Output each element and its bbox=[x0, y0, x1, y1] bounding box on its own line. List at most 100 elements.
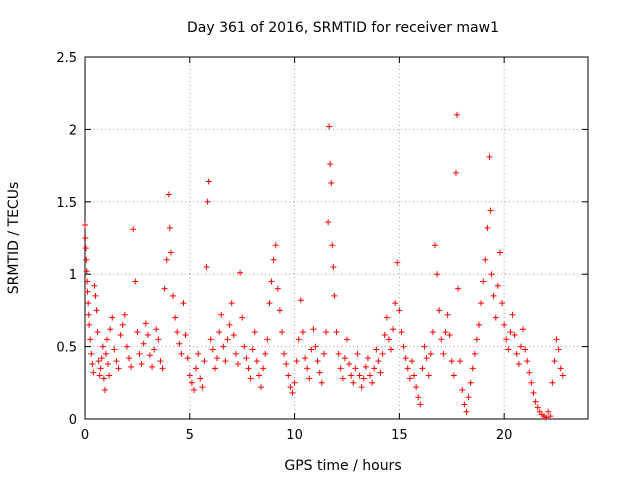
data-point bbox=[394, 259, 401, 266]
data-point bbox=[377, 369, 384, 376]
data-point bbox=[314, 358, 321, 365]
data-point bbox=[421, 343, 428, 350]
data-point bbox=[91, 282, 98, 289]
data-point bbox=[507, 329, 514, 336]
data-point bbox=[180, 300, 187, 307]
data-point bbox=[517, 343, 524, 350]
data-point bbox=[243, 355, 250, 362]
x-tick-label: 15 bbox=[391, 428, 408, 443]
y-axis-title: SRMTID / TECUs bbox=[6, 182, 22, 295]
data-point bbox=[272, 242, 279, 249]
data-point bbox=[253, 358, 260, 365]
data-point bbox=[161, 285, 168, 292]
data-point bbox=[526, 369, 533, 376]
data-point bbox=[84, 288, 91, 295]
data-point bbox=[329, 242, 336, 249]
data-point bbox=[379, 350, 386, 357]
data-point bbox=[488, 271, 495, 278]
data-point bbox=[471, 350, 478, 357]
y-tick-label: 1 bbox=[69, 268, 77, 283]
data-point bbox=[429, 329, 436, 336]
y-tick-label: 2.5 bbox=[56, 51, 77, 66]
data-point bbox=[323, 329, 330, 336]
data-point bbox=[121, 311, 128, 318]
data-point bbox=[331, 292, 338, 299]
data-point bbox=[82, 221, 88, 228]
data-point bbox=[247, 375, 254, 382]
data-point bbox=[400, 343, 407, 350]
data-point bbox=[299, 329, 306, 336]
data-point bbox=[115, 365, 122, 372]
data-point bbox=[465, 394, 472, 401]
data-point bbox=[547, 413, 554, 420]
data-point bbox=[452, 169, 459, 176]
data-point bbox=[339, 375, 346, 382]
data-point bbox=[385, 336, 392, 343]
data-point bbox=[237, 269, 244, 276]
data-point bbox=[304, 365, 311, 372]
data-point bbox=[425, 372, 432, 379]
data-point bbox=[501, 321, 508, 328]
data-point bbox=[105, 360, 112, 367]
data-point bbox=[83, 268, 90, 275]
data-point bbox=[117, 332, 124, 339]
data-point bbox=[159, 365, 166, 372]
data-point bbox=[555, 346, 562, 353]
data-point bbox=[207, 336, 214, 343]
data-point bbox=[165, 191, 172, 198]
data-point bbox=[262, 350, 269, 357]
data-point bbox=[166, 224, 173, 231]
data-point bbox=[455, 285, 462, 292]
data-point bbox=[220, 343, 227, 350]
data-point bbox=[417, 401, 424, 408]
data-point bbox=[100, 375, 107, 382]
data-point bbox=[375, 358, 382, 365]
data-point bbox=[543, 414, 550, 421]
data-point bbox=[392, 300, 399, 307]
data-point bbox=[423, 355, 430, 362]
data-point bbox=[93, 307, 100, 314]
data-point bbox=[283, 360, 290, 367]
data-point bbox=[295, 336, 302, 343]
data-point bbox=[279, 329, 286, 336]
data-point bbox=[99, 343, 106, 350]
data-point bbox=[197, 375, 204, 382]
data-point bbox=[260, 365, 267, 372]
data-point bbox=[478, 300, 485, 307]
data-point bbox=[320, 350, 327, 357]
y-tick-label: 1.5 bbox=[56, 196, 77, 211]
x-tick-label: 0 bbox=[81, 428, 89, 443]
data-point bbox=[524, 358, 531, 365]
data-point bbox=[434, 271, 441, 278]
data-point bbox=[224, 336, 231, 343]
data-point bbox=[101, 387, 108, 394]
x-axis-title: GPS time / hours bbox=[284, 458, 401, 474]
data-point bbox=[381, 332, 388, 339]
data-point bbox=[132, 278, 139, 285]
data-point bbox=[520, 326, 527, 333]
data-point bbox=[234, 360, 241, 367]
data-point bbox=[245, 365, 252, 372]
data-point bbox=[123, 343, 130, 350]
data-point bbox=[308, 346, 315, 353]
data-point bbox=[419, 365, 426, 372]
data-point bbox=[494, 282, 501, 289]
data-point bbox=[255, 372, 262, 379]
data-point bbox=[310, 326, 317, 333]
data-point bbox=[230, 332, 237, 339]
data-point bbox=[362, 363, 369, 370]
data-point bbox=[326, 123, 333, 130]
data-point bbox=[111, 346, 118, 353]
data-point bbox=[239, 314, 246, 321]
data-point bbox=[98, 355, 105, 362]
data-point bbox=[232, 350, 239, 357]
data-point bbox=[387, 346, 394, 353]
data-point bbox=[287, 384, 294, 391]
data-point bbox=[432, 242, 439, 249]
data-point bbox=[302, 355, 309, 362]
data-point bbox=[241, 343, 248, 350]
data-point bbox=[151, 346, 158, 353]
data-point bbox=[390, 326, 397, 333]
data-point bbox=[266, 300, 273, 307]
data-point bbox=[467, 379, 474, 386]
